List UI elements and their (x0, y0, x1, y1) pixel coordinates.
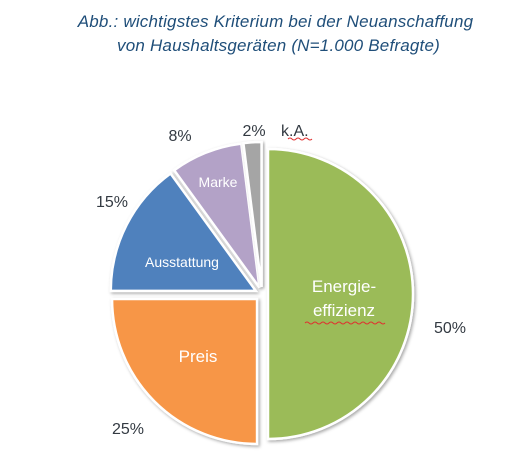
value-label-marke: 8% (168, 128, 191, 145)
category-label-energie-effizienz-line1: Energie- (312, 277, 376, 296)
chart-title-line2: von Haushaltsgeräten (N=1.000 Befragte) (117, 36, 440, 55)
value-label-k-a: 2% (242, 123, 265, 140)
chart-title: Abb.: wichtigstes Kriterium bei der Neua… (0, 10, 521, 58)
value-label-preis: 25% (112, 421, 144, 438)
value-label-energie-effizienz: 50% (434, 320, 466, 337)
chart-title-line1: Abb.: wichtigstes Kriterium bei der Neua… (77, 12, 474, 31)
category-label-preis: Preis (179, 347, 218, 366)
pie-slice-k-a (241, 140, 263, 288)
category-label-ausstattung: Ausstattung (145, 254, 219, 270)
pie-slice-marke (172, 142, 261, 289)
category-label-marke: Marke (199, 174, 238, 190)
value-label-ausstattung: 15% (96, 194, 128, 211)
category-label-energie-effizienz-line2: effizienz (313, 301, 375, 320)
pie-slice-ausstattung (109, 171, 259, 293)
ka-spellcheck-underline (287, 137, 313, 141)
pie-slice-preis (110, 297, 259, 446)
effizienz-spellcheck-underline (304, 321, 386, 325)
pie-slice-energie-effizienz (266, 147, 415, 441)
category-label-k-a: k.A. (281, 123, 309, 140)
